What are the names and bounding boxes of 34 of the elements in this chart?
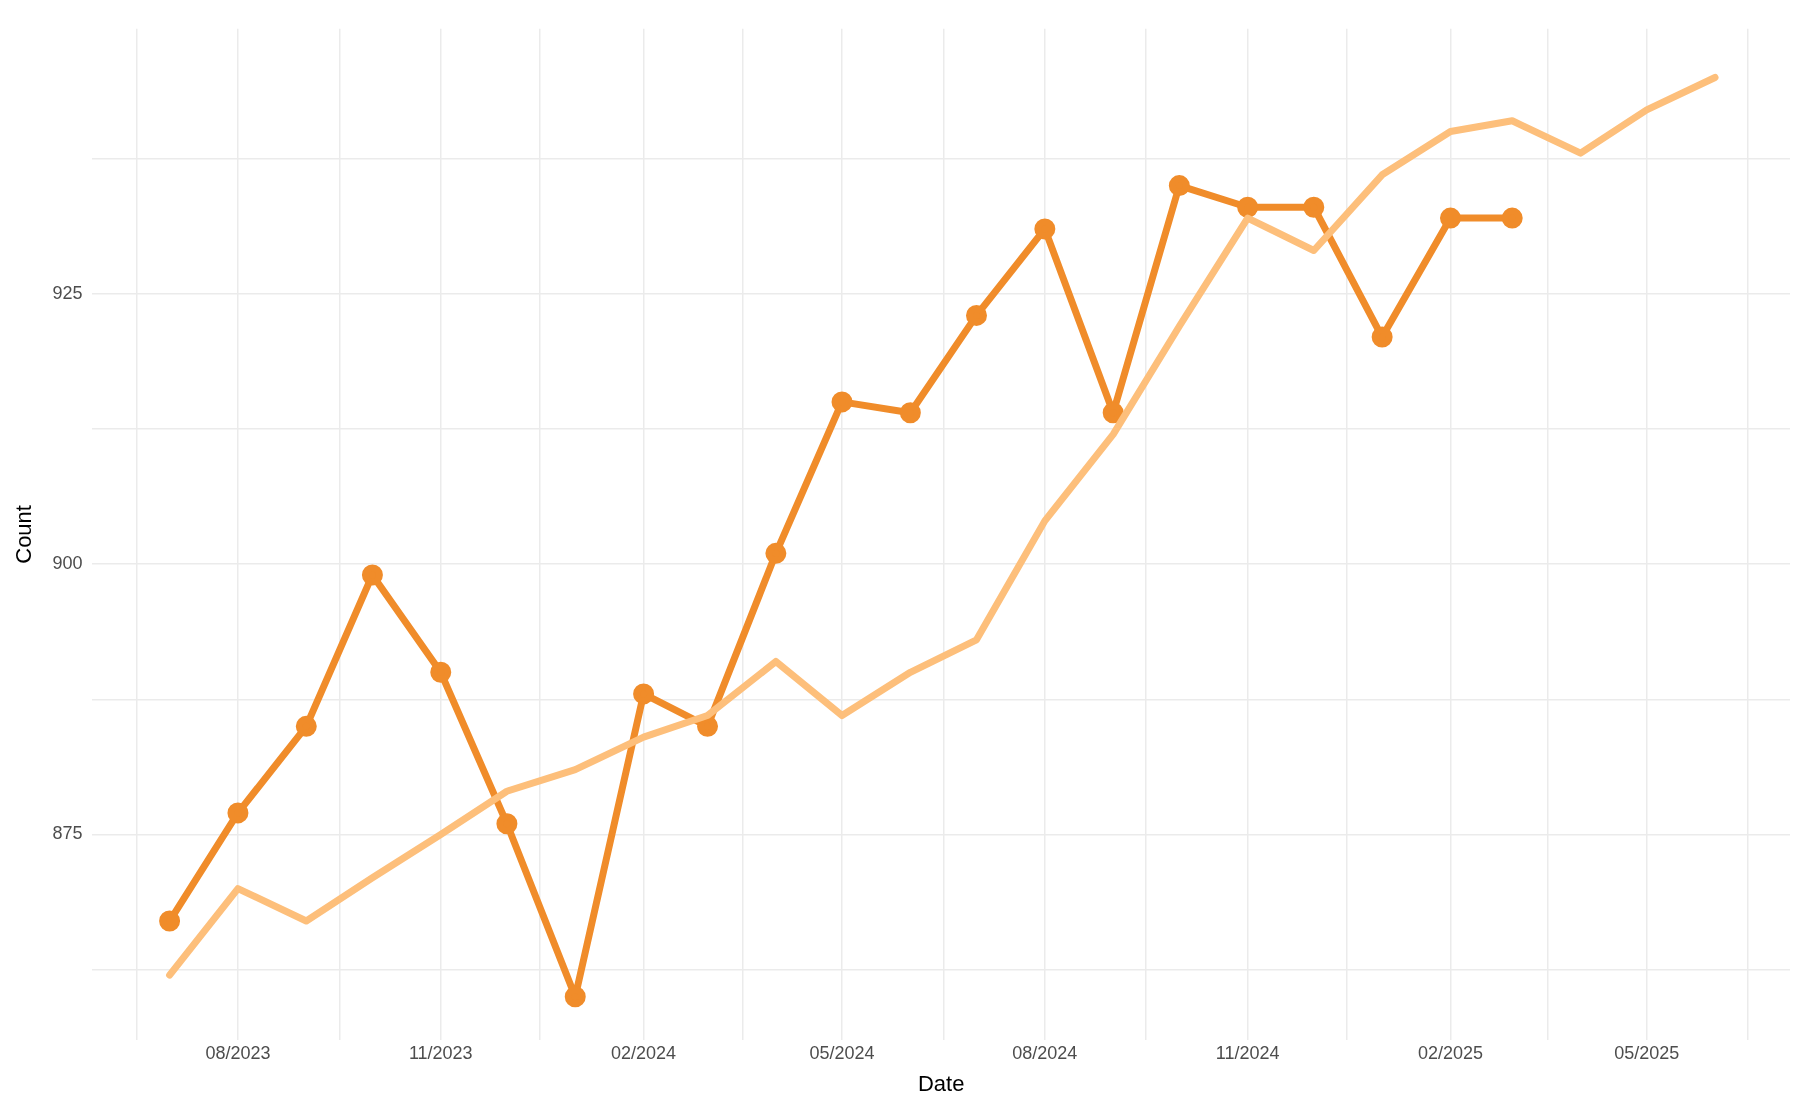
point [227,802,249,824]
point [1034,218,1056,240]
point [1439,207,1461,229]
point [831,391,853,413]
x-tick-label: 05/2025 [1614,1042,1680,1063]
y-tick-label: 875 [52,823,83,844]
point [1501,207,1523,229]
point [633,683,655,705]
point [1237,196,1259,218]
y-tick-label: 925 [52,282,83,303]
y-axis-title: Count [11,505,37,564]
point [1371,326,1393,348]
point [899,402,921,424]
point [361,564,383,586]
x-tick-label: 08/2024 [1012,1042,1078,1063]
point [564,986,586,1008]
point [697,715,719,737]
x-tick-label: 02/2024 [611,1042,677,1063]
x-tick-label: 11/2024 [1215,1042,1280,1063]
x-axis-title: Date [917,1070,965,1096]
point [159,910,181,932]
point [430,661,452,683]
x-tick-label: 11/2023 [408,1042,473,1063]
x-tick-label: 08/2023 [205,1042,271,1063]
y-tick-label: 900 [52,553,83,574]
point [765,542,787,564]
point [1102,402,1124,424]
x-tick-label: 05/2024 [809,1042,875,1063]
point [295,715,317,737]
point [1303,196,1325,218]
x-tick-label: 02/2025 [1417,1042,1484,1063]
point [1168,175,1190,197]
point [965,304,987,326]
point [496,813,518,835]
